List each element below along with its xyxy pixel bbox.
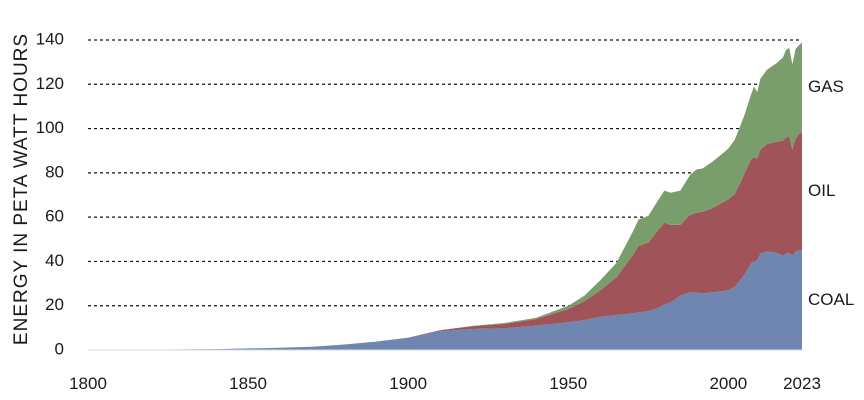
y-tick-20: 20 [45,295,64,314]
x-tick-1800: 1800 [69,374,107,393]
y-tick-0: 0 [55,339,64,358]
x-tick-labels: 1800 1850 1900 1950 2000 2023 [69,374,821,393]
area-series [88,42,802,350]
y-tick-120: 120 [36,74,64,93]
x-tick-1850: 1850 [229,374,267,393]
y-tick-60: 60 [45,207,64,226]
y-tick-100: 100 [36,118,64,137]
y-tick-80: 80 [45,162,64,181]
y-tick-labels: 0 20 40 60 80 100 120 140 [36,29,64,358]
x-tick-1900: 1900 [389,374,427,393]
x-tick-2000: 2000 [709,374,747,393]
series-label-coal: COAL [808,290,854,309]
y-tick-140: 140 [36,29,64,48]
y-axis-title: ENERGY IN PETA WATT HOURS [11,33,32,345]
series-label-oil: OIL [808,181,835,200]
series-labels: COAL OIL GAS [808,77,854,309]
area-oil [88,131,802,350]
area-coal [88,250,802,350]
series-label-gas: GAS [808,77,844,96]
y-tick-40: 40 [45,251,64,270]
x-tick-1950: 1950 [549,374,587,393]
x-tick-2023: 2023 [783,374,821,393]
